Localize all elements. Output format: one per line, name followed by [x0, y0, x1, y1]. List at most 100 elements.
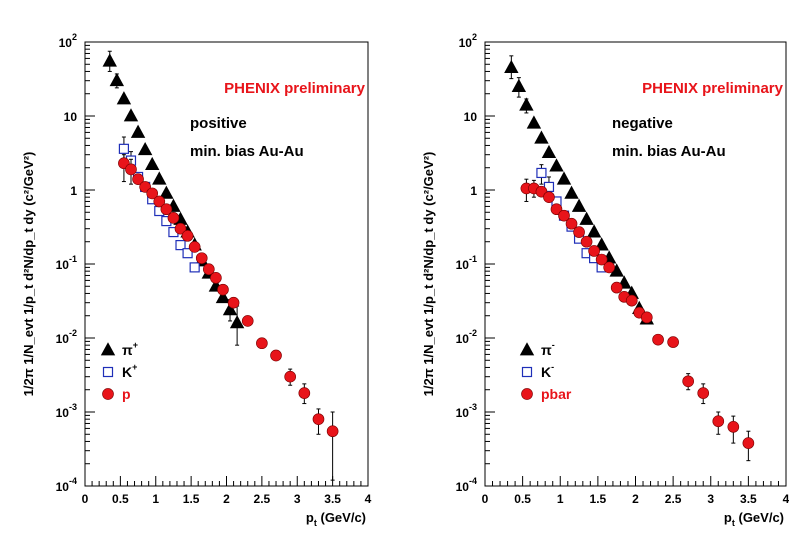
charge-label: positive: [190, 115, 247, 132]
x-tick-label: 2: [223, 492, 230, 506]
x-tick-label: 1.5: [183, 492, 200, 506]
data-point: [195, 252, 208, 264]
y-tick-label: 10-4: [456, 476, 477, 494]
chart-panel-2: 0 0.5 1 1.5 2 2.5 3 3.5 4pt (GeV/c)10-410-310-21…: [421, 32, 789, 528]
data-point: [564, 185, 579, 199]
legend-label: p: [122, 386, 131, 402]
x-axis-label: pt (GeV/c): [724, 510, 784, 528]
data-point: [573, 226, 585, 238]
data-point: [727, 421, 740, 433]
y-tick-label: 10: [64, 110, 78, 124]
preliminary-label: PHENIX preliminary: [224, 80, 366, 97]
charge-label: negative: [612, 115, 673, 132]
x-axis: 0 0.5 1 1.5 2 2.5 3 3.5 4 pt (GeV/c): [82, 476, 372, 528]
data-point: [652, 333, 664, 346]
data-point: [146, 187, 159, 200]
data-point: [511, 78, 527, 92]
x-tick-label: 4: [365, 492, 372, 506]
data-point: [556, 171, 572, 185]
system-label: min. bias Au-Au: [612, 143, 726, 160]
series-pbar3: [520, 178, 755, 462]
y-axis-label: 1/2π 1/N_evt 1/p_t d²N/dp_t dy (c²/GeV²): [421, 152, 436, 397]
data-point: [153, 195, 166, 208]
y-axis-label: 1/2π 1/N_evt 1/p_t d²N/dp_t dy (c²/GeV²): [21, 152, 36, 397]
x-tick-label: 0: [82, 492, 89, 506]
legend-marker: [521, 366, 533, 378]
data-point: [222, 302, 238, 316]
y-tick-label: 1: [470, 184, 477, 198]
legend-marker: [521, 388, 533, 400]
y-tick-label: 10-3: [56, 402, 77, 420]
y-tick-label: 10: [464, 110, 478, 124]
data-point: [326, 425, 339, 438]
data-point: [298, 387, 311, 399]
data-point: [175, 240, 186, 251]
chart-panel-1: 0 0.5 1 1.5 2 2.5 3 3.5 4pt (GeV/c)10-410-310-21…: [21, 32, 372, 528]
data-point: [588, 245, 600, 257]
data-point: [256, 337, 268, 350]
data-point: [565, 217, 578, 230]
data-point: [102, 53, 117, 67]
data-point: [152, 171, 167, 185]
x-tick-label: 3.5: [324, 492, 341, 506]
x-tick-label: 3: [294, 492, 301, 506]
x-tick-label: 1.5: [590, 492, 607, 506]
data-point: [603, 261, 615, 274]
data-point: [534, 130, 549, 144]
x-tick-label: 2.5: [665, 492, 682, 506]
data-point: [159, 185, 174, 199]
data-point: [217, 283, 229, 296]
y-tick-label: 10-4: [56, 476, 77, 494]
x-tick-label: 1: [557, 492, 564, 506]
legend-marker: [102, 366, 114, 378]
data-point: [125, 163, 137, 176]
data-point: [712, 415, 725, 428]
data-point: [571, 198, 587, 212]
data-point: [284, 370, 296, 383]
data-point: [182, 248, 193, 259]
legend-marker: [100, 342, 116, 356]
x-tick-label: 0.5: [514, 492, 531, 506]
y-axis: 10-4 10-3 10-2 10-1 1 10 102 1/2π 1/N_evt 1/p_t…: [21, 32, 95, 494]
data-point: [595, 253, 608, 266]
x-axis-label: pt (GeV/c): [306, 510, 366, 528]
data-point: [116, 91, 132, 105]
data-point: [160, 203, 173, 216]
data-point: [137, 141, 153, 156]
data-point: [519, 97, 534, 111]
data-point: [526, 115, 542, 129]
x-tick-label: 2: [632, 492, 639, 506]
y-tick-label: 102: [59, 32, 77, 50]
data-point: [536, 167, 547, 179]
x-tick-label: 3.5: [740, 492, 757, 506]
data-point: [543, 191, 555, 203]
data-point: [579, 211, 594, 225]
system-label: min. bias Au-Au: [190, 143, 304, 160]
y-tick-label: 10-1: [56, 254, 77, 272]
data-point: [312, 413, 325, 425]
x-tick-label: 0: [482, 492, 489, 506]
data-point: [625, 294, 638, 307]
legend-marker: [102, 388, 114, 400]
data-point: [667, 336, 679, 348]
legend-label: pbar: [541, 386, 572, 402]
data-point: [610, 281, 623, 294]
data-point: [210, 272, 222, 284]
data-point: [132, 173, 144, 186]
x-tick-label: 4: [783, 492, 789, 506]
x-tick-label: 2.5: [254, 492, 271, 506]
y-tick-label: 10-1: [456, 254, 477, 272]
legend-label: K+: [122, 362, 137, 380]
data-point: [167, 212, 180, 224]
series-p3: [118, 154, 339, 481]
data-point: [270, 349, 282, 362]
x-tick-label: 1: [152, 492, 159, 506]
x-tick-label: 3: [707, 492, 714, 506]
y-tick-label: 10-2: [56, 328, 77, 346]
x-axis: 0 0.5 1 1.5 2 2.5 3 3.5 4 pt (GeV/c): [482, 476, 789, 528]
data-point: [174, 222, 187, 235]
preliminary-label: PHENIX preliminary: [642, 80, 784, 97]
data-point: [640, 311, 653, 324]
y-tick-label: 10-3: [456, 402, 477, 420]
